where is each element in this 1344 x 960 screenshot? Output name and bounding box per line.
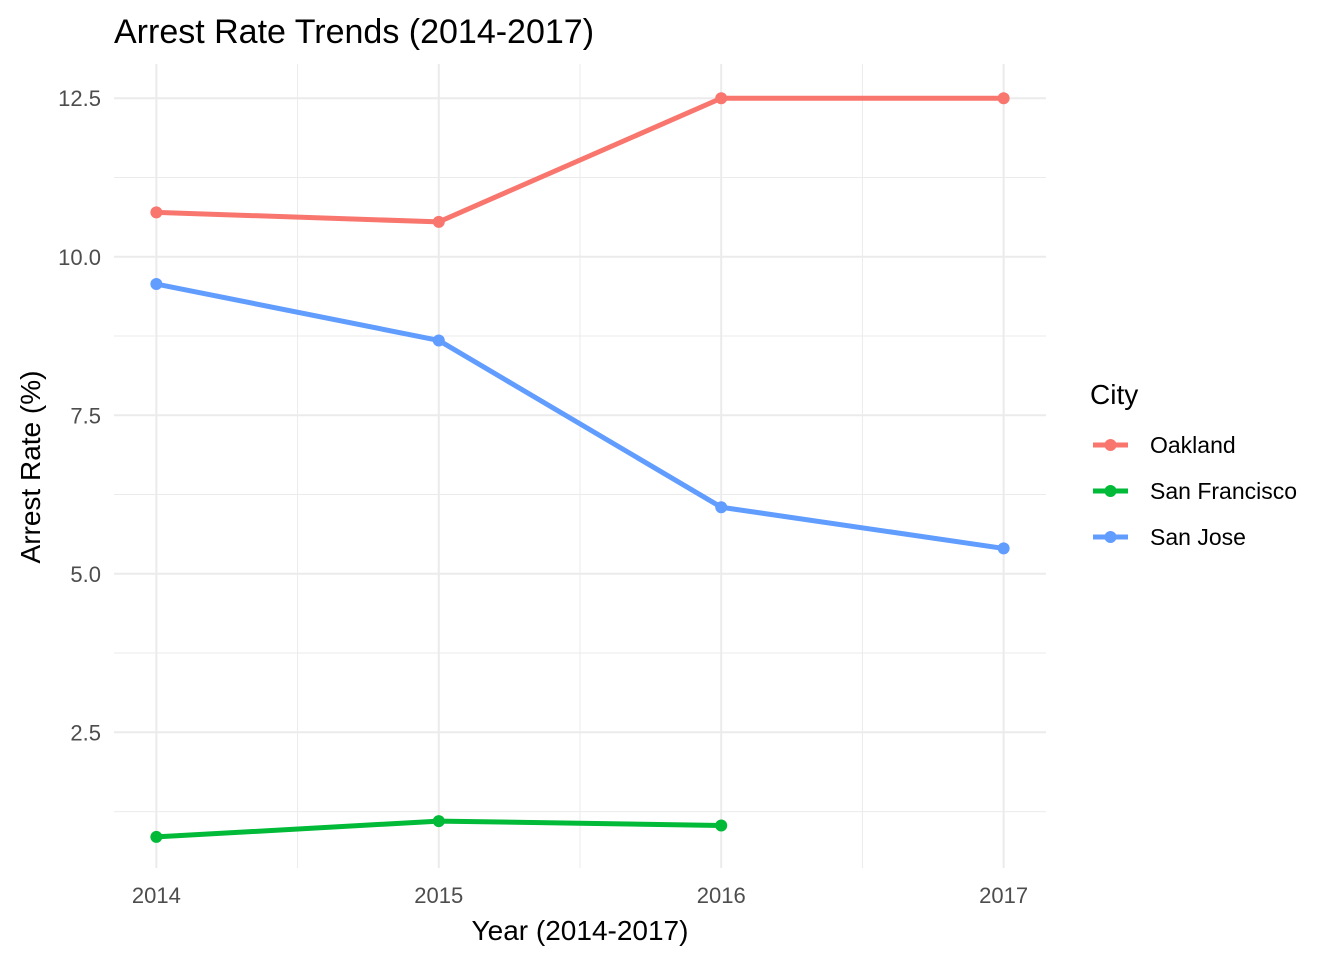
y-axis-title: Arrest Rate (%) [15,371,46,564]
legend-items: Oakland San Francisco San Jose [1093,432,1297,550]
legend-key-point [1104,531,1117,543]
legend: City Oakland San Francisco San Jose [1090,379,1297,550]
data-point [150,278,163,291]
series-line [155,281,1004,551]
legend-label: Oakland [1150,432,1236,458]
x-tick-label: 2014 [132,883,181,908]
chart-title: Arrest Rate Trends (2014-2017) [114,13,594,51]
y-tick-label: 12.5 [58,86,101,111]
y-tick-label: 5.0 [70,562,101,587]
x-tick-label: 2017 [979,883,1028,908]
series-points [150,92,1010,843]
data-point [150,206,163,219]
legend-title: City [1090,379,1138,410]
y-tick-label: 2.5 [70,720,101,745]
x-tick-label: 2016 [697,883,746,908]
y-axis-tick-labels: 2.5 5.0 7.5 10.0 12.5 [58,86,101,745]
data-point [432,334,445,347]
y-tick-label: 10.0 [58,245,101,270]
data-point [715,92,728,105]
legend-key-point [1104,439,1117,451]
grid-minor [114,64,1046,868]
data-point [997,92,1010,105]
data-point [715,501,728,514]
legend-key-point [1104,485,1117,497]
grid-major [114,64,1046,868]
data-point [997,542,1010,555]
y-tick-label: 7.5 [70,403,101,428]
legend-label: San Francisco [1150,478,1297,504]
x-axis-tick-labels: 2014 2015 2016 2017 [132,883,1028,908]
series-line [156,95,1004,225]
data-point [150,830,163,843]
data-point [715,819,728,832]
data-point [432,215,445,228]
legend-label: San Jose [1150,524,1246,550]
x-tick-label: 2015 [414,883,463,908]
data-point [432,815,445,828]
x-axis-title: Year (2014-2017) [472,915,689,946]
